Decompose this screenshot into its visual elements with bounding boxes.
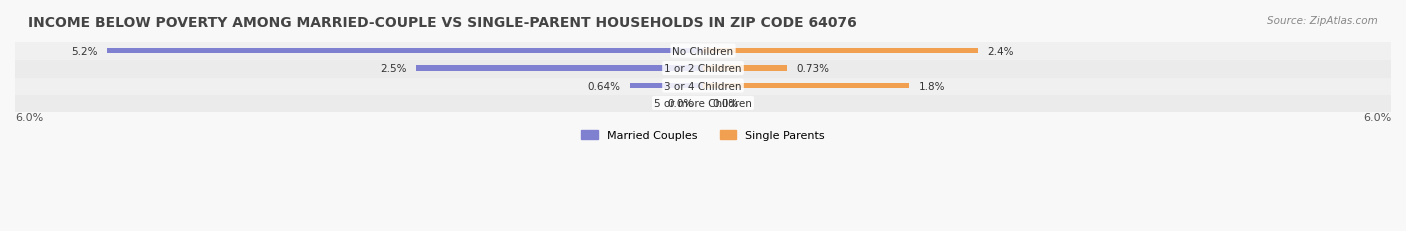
Text: INCOME BELOW POVERTY AMONG MARRIED-COUPLE VS SINGLE-PARENT HOUSEHOLDS IN ZIP COD: INCOME BELOW POVERTY AMONG MARRIED-COUPL… [28,16,856,30]
Bar [15,60,1391,77]
Bar [703,83,910,89]
Text: 0.0%: 0.0% [668,99,693,109]
Text: 5 or more Children: 5 or more Children [654,99,752,109]
Text: 0.73%: 0.73% [796,64,830,74]
Bar [15,95,1391,112]
Text: 1 or 2 Children: 1 or 2 Children [664,64,742,74]
Text: 6.0%: 6.0% [1362,112,1391,122]
Text: 3 or 4 Children: 3 or 4 Children [664,81,742,91]
Bar [416,66,703,72]
Text: 1.8%: 1.8% [918,81,945,91]
Text: 5.2%: 5.2% [72,46,97,56]
Legend: Married Couples, Single Parents: Married Couples, Single Parents [576,126,830,145]
Text: Source: ZipAtlas.com: Source: ZipAtlas.com [1267,16,1378,26]
Bar [630,83,703,89]
Text: 2.4%: 2.4% [987,46,1014,56]
Text: No Children: No Children [672,46,734,56]
Text: 6.0%: 6.0% [15,112,44,122]
Text: 2.5%: 2.5% [381,64,408,74]
Text: 0.64%: 0.64% [588,81,620,91]
Bar [703,66,787,72]
Bar [703,49,979,54]
Bar [15,43,1391,60]
Text: 0.0%: 0.0% [713,99,738,109]
Bar [15,77,1391,95]
Bar [107,49,703,54]
